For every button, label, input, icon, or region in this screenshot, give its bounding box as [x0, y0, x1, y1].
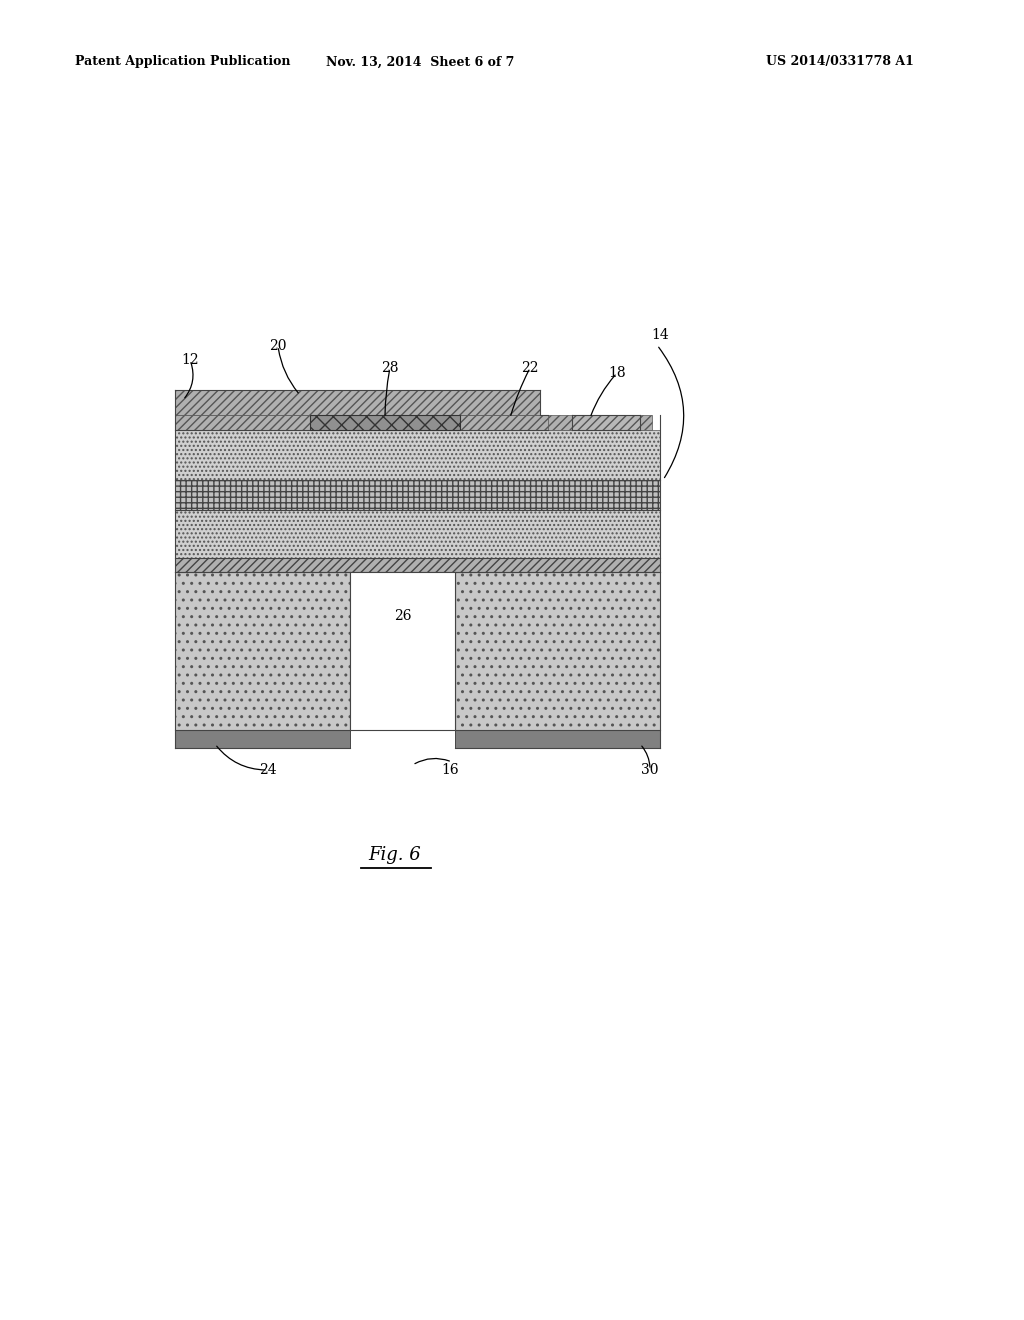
- FancyArrowPatch shape: [658, 347, 684, 478]
- Text: 28: 28: [381, 360, 398, 375]
- Text: 18: 18: [608, 366, 626, 380]
- Bar: [175, 430, 660, 480]
- Text: 16: 16: [441, 763, 459, 777]
- Bar: [175, 480, 660, 510]
- Text: 12: 12: [181, 352, 199, 367]
- Text: 14: 14: [651, 327, 669, 342]
- Text: Nov. 13, 2014  Sheet 6 of 7: Nov. 13, 2014 Sheet 6 of 7: [326, 55, 514, 69]
- Text: 24: 24: [259, 763, 276, 777]
- Bar: [310, 414, 460, 430]
- Bar: [175, 389, 540, 414]
- FancyArrowPatch shape: [415, 759, 450, 764]
- Text: 22: 22: [521, 360, 539, 375]
- Bar: [572, 414, 640, 430]
- Text: 30: 30: [641, 763, 658, 777]
- Bar: [175, 414, 548, 430]
- Bar: [455, 730, 660, 748]
- Bar: [175, 558, 660, 572]
- Text: 20: 20: [269, 339, 287, 352]
- Bar: [175, 510, 660, 558]
- Bar: [175, 730, 350, 748]
- Bar: [175, 572, 350, 730]
- Text: Patent Application Publication: Patent Application Publication: [75, 55, 291, 69]
- Bar: [540, 414, 652, 430]
- Bar: [455, 572, 660, 730]
- Text: US 2014/0331778 A1: US 2014/0331778 A1: [766, 55, 914, 69]
- Bar: [175, 389, 540, 430]
- Text: 26: 26: [394, 609, 412, 623]
- Text: Fig. 6: Fig. 6: [369, 846, 421, 865]
- Bar: [350, 572, 455, 730]
